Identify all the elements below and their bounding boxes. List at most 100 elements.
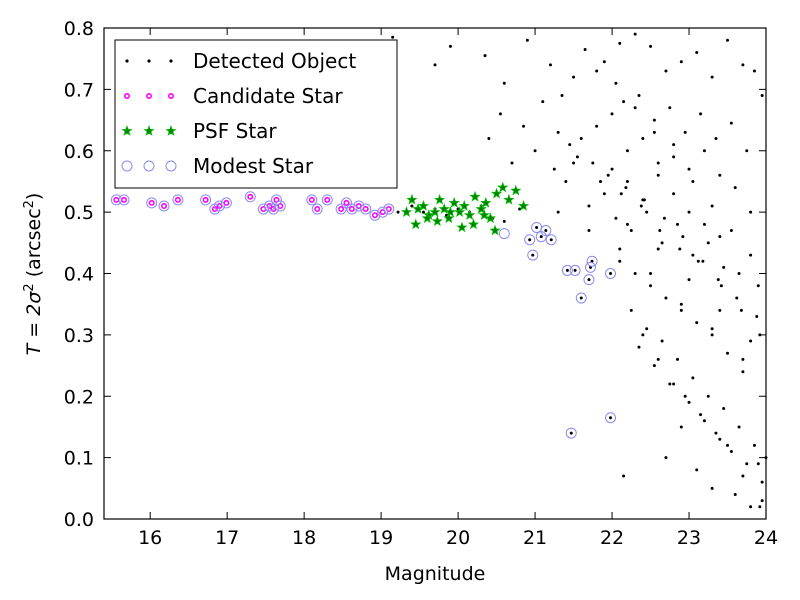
detected-point (691, 179, 695, 183)
detected-point (614, 81, 618, 85)
detected-point (756, 284, 760, 288)
detected-point (595, 69, 599, 73)
legend-detected-marker-3 (169, 59, 173, 63)
detected-point (548, 63, 552, 67)
detected-point (675, 357, 679, 361)
detected-point (564, 179, 568, 183)
psf-point (469, 190, 481, 202)
legend-psf-marker-1 (121, 125, 133, 136)
psf-point (410, 218, 422, 230)
psf-point (448, 196, 460, 208)
detected-point (714, 431, 718, 435)
detected-point (610, 167, 614, 171)
y-tick-label: 0.6 (64, 141, 94, 163)
detected-point (710, 75, 714, 79)
detected-point (668, 382, 672, 386)
detected-point (587, 278, 591, 282)
detected-point (614, 216, 618, 220)
detected-point (691, 253, 695, 257)
detected-point (695, 51, 699, 55)
modest-point (158, 200, 170, 212)
psf-point (444, 206, 457, 217)
detected-point (502, 219, 506, 223)
detected-point (609, 272, 613, 275)
psf-point (429, 206, 441, 217)
detected-point (633, 106, 637, 110)
detected-point (702, 149, 706, 153)
detected-point (749, 210, 753, 214)
detected-point (679, 302, 683, 306)
detected-point (433, 63, 437, 67)
detected-point (683, 130, 687, 134)
detected-point (641, 136, 645, 140)
y-axis-label: T = 2σ2 (arcsec2) (22, 193, 46, 356)
detected-point (575, 155, 579, 159)
legend-entry-psf: PSF Star (121, 119, 277, 143)
detected-point (719, 284, 723, 288)
modest-point (213, 200, 225, 212)
psf-point (417, 200, 430, 211)
detected-point (699, 112, 703, 116)
detected-point (579, 296, 583, 300)
detected-point (737, 272, 741, 275)
x-tick-label: 18 (292, 527, 316, 549)
detected-point (739, 308, 743, 312)
modest-point (346, 203, 358, 215)
detected-point (687, 210, 691, 214)
detected-point (633, 272, 637, 275)
detected-point (660, 339, 664, 343)
detected-point (664, 456, 668, 460)
detected-point (565, 268, 569, 272)
detected-point (560, 94, 564, 98)
detected-point (672, 143, 676, 147)
detected-point (602, 60, 606, 64)
detected-point (637, 345, 641, 349)
legend-modest-marker-2 (143, 160, 155, 172)
modest-point (353, 200, 365, 212)
detected-point (741, 370, 745, 374)
x-tick-label: 16 (138, 527, 162, 549)
detected-point (618, 41, 622, 45)
y-axis-label-mid: (arcsec (23, 208, 45, 283)
detected-point (726, 38, 730, 42)
detected-point (652, 130, 656, 134)
detected-point (556, 210, 560, 214)
x-tick-label: 22 (600, 527, 624, 549)
detected-point (716, 278, 720, 282)
detected-point (741, 474, 745, 478)
detected-point (609, 416, 613, 420)
detected-point (549, 238, 553, 242)
psf-point (433, 193, 446, 205)
detected-point (606, 173, 610, 177)
y-tick-label: 0.4 (64, 264, 94, 286)
modest-point (383, 203, 395, 215)
detected-point (528, 238, 532, 242)
psf-point (438, 203, 450, 214)
detected-point (541, 100, 545, 104)
modest-point (575, 292, 587, 304)
detected-point (448, 44, 452, 48)
candidate-point (371, 212, 378, 219)
modest-point (270, 194, 282, 206)
detected-point (610, 112, 614, 116)
modest-point (605, 268, 617, 279)
detected-point (675, 222, 679, 226)
psf-point (517, 200, 530, 211)
detected-point (741, 357, 745, 361)
detected-point (599, 179, 602, 183)
modest-point (583, 274, 595, 286)
detected-point (544, 229, 548, 233)
detected-point (539, 235, 543, 239)
detected-point (662, 216, 666, 220)
detected-point (522, 124, 526, 128)
detected-point (718, 235, 722, 239)
detected-point (679, 60, 683, 64)
detected-point (752, 443, 756, 447)
detected-point (637, 94, 641, 98)
detected-point (649, 284, 653, 288)
psf-point (503, 193, 515, 205)
modest-point (311, 203, 323, 215)
detected-point (729, 229, 733, 233)
psf-point (480, 196, 492, 208)
detected-point (672, 155, 676, 159)
